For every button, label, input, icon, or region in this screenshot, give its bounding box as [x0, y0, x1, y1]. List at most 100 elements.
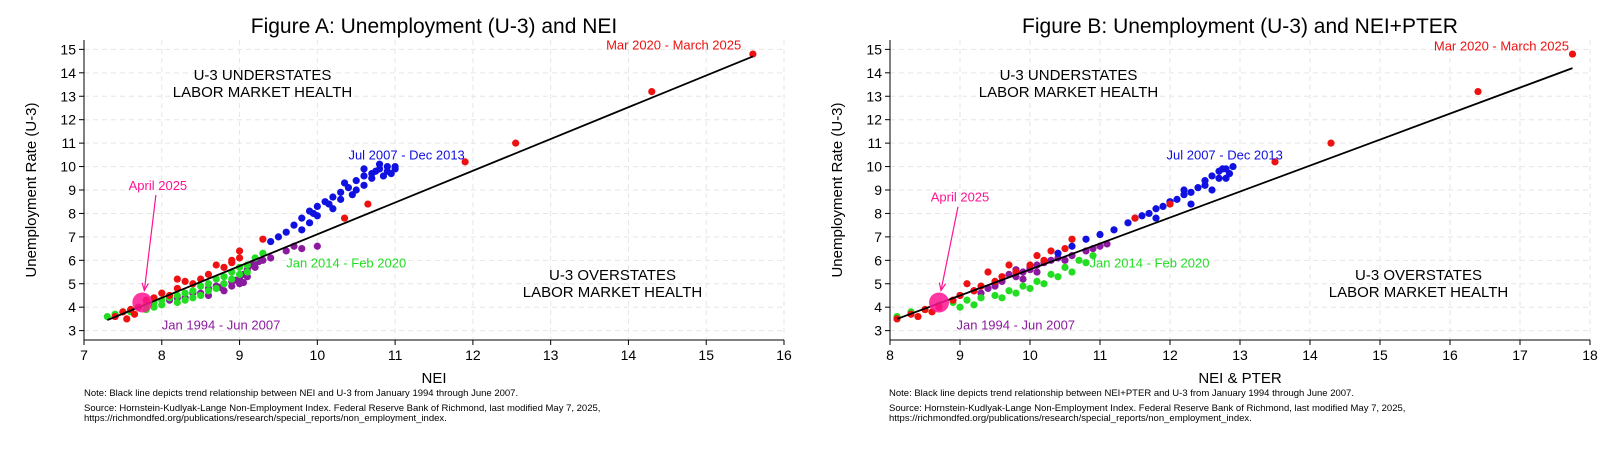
fig-a-point	[181, 289, 189, 297]
fig-a-point	[259, 235, 267, 243]
fig-a-point	[267, 254, 275, 262]
fig-b-point	[1026, 261, 1034, 269]
figure-b-source-line-1: Source: Hornstein-Kudlyak-Lange Non-Empl…	[889, 403, 1406, 414]
fig-a-region-label-overstates: U-3 OVERSTATES	[549, 267, 676, 284]
fig-a-point	[749, 50, 757, 58]
fig-a-point	[235, 247, 244, 255]
fig-b-x-tick-label: 15	[1372, 347, 1388, 363]
fig-a-point	[189, 294, 197, 302]
fig-b-point	[1173, 195, 1181, 203]
fig-a-point	[212, 261, 220, 269]
fig-a-x-tick-label: 14	[621, 347, 637, 363]
fig-a-point	[348, 191, 356, 199]
fig-b-x-tick-label: 11	[1093, 347, 1108, 363]
fig-b-point	[1054, 273, 1062, 281]
fig-b-point	[1166, 200, 1174, 208]
fig-b-point	[977, 294, 985, 302]
fig-a-point	[173, 291, 181, 300]
fig-b-point	[1033, 252, 1041, 260]
fig-a-y-tick-label: 3	[68, 323, 76, 339]
fig-b-region-label-overstates: U-3 OVERSTATES	[1355, 267, 1482, 284]
fig-b-point	[1012, 289, 1020, 297]
fig-a-point	[251, 263, 259, 271]
fig-a-point	[325, 200, 333, 208]
fig-b-region-label-understates: U-3 UNDERSTATES	[1000, 67, 1138, 84]
fig-a-x-tick-label: 8	[158, 347, 166, 363]
fig-b-point	[1082, 235, 1090, 243]
fig-b-highlight-point	[929, 292, 949, 313]
fig-b-point	[914, 312, 922, 321]
fig-a-point	[173, 275, 181, 283]
fig-b-y-tick-label: 4	[874, 299, 882, 315]
fig-b-y-tick-label: 12	[866, 112, 882, 128]
fig-a-y-tick-label: 15	[60, 41, 76, 57]
fig-a-point	[197, 291, 205, 300]
fig-b-point	[1215, 174, 1223, 182]
fig-a-point	[360, 165, 368, 173]
fig-b-point	[1218, 165, 1227, 173]
fig-a-point	[313, 242, 321, 250]
fig-a-point	[173, 298, 181, 307]
fig-b-y-tick-label: 7	[874, 229, 882, 245]
fig-a-point	[298, 214, 306, 222]
fig-b-point	[1033, 268, 1041, 276]
fig-b-point	[1068, 235, 1076, 243]
fig-b-x-tick-label: 10	[1022, 347, 1038, 363]
fig-b-point	[1474, 87, 1482, 96]
fig-a-series-label: Jan 1994 - Jun 2007	[162, 317, 281, 332]
fig-a-region-label-understates: U-3 UNDERSTATES	[194, 67, 332, 84]
figure-a-chart: 7 8 9 10 11 12 13 14 15 16 3 4 5 6 7 8 9 10 11 12 13 14 15 Figu…	[23, 15, 792, 385]
fig-a-point	[387, 169, 395, 178]
fig-b-point	[1075, 256, 1083, 264]
fig-a-point	[274, 233, 283, 241]
fig-a-point	[197, 282, 205, 290]
fig-a-y-tick-label: 5	[68, 276, 76, 292]
fig-b-point	[1152, 205, 1160, 213]
fig-a-point	[360, 172, 368, 180]
fig-b-point	[1124, 219, 1132, 227]
fig-a-point	[220, 280, 228, 288]
fig-b-point	[1159, 202, 1167, 211]
fig-b-point	[1222, 174, 1230, 182]
fig-a-point	[372, 167, 380, 175]
fig-a-trend-line	[106, 55, 754, 321]
fig-a-point	[360, 181, 368, 189]
fig-b-point	[1082, 259, 1090, 267]
fig-a-point	[103, 312, 111, 321]
fig-b-point	[1040, 256, 1048, 264]
fig-b-y-tick-label: 10	[866, 159, 882, 175]
fig-b-point	[1096, 230, 1104, 239]
fig-a-highlight-arrow	[143, 194, 157, 291]
fig-b-point	[991, 291, 999, 300]
fig-b-point	[1208, 186, 1216, 194]
fig-a-point	[337, 195, 345, 203]
fig-a-point	[340, 179, 349, 187]
fig-b-point	[1019, 282, 1027, 290]
fig-a-y-tick-label: 11	[61, 135, 76, 151]
fig-a-point	[309, 209, 318, 218]
fig-a-point	[340, 214, 349, 222]
fig-a-point	[150, 303, 158, 311]
fig-b-point	[1047, 247, 1055, 255]
fig-a-highlight-label: April 2025	[129, 178, 188, 193]
fig-a-point	[228, 256, 236, 264]
fig-b-point	[1138, 212, 1146, 220]
fig-a-point	[235, 254, 244, 262]
fig-b-point	[1068, 242, 1076, 250]
fig-b-point	[1187, 200, 1195, 208]
fig-b-point	[963, 296, 971, 304]
fig-a-point	[204, 280, 213, 288]
fig-a-point	[158, 301, 166, 309]
fig-a-x-tick-label: 15	[698, 347, 714, 363]
fig-b-point	[1194, 184, 1202, 192]
fig-b-point	[1026, 284, 1034, 293]
fig-b-highlight-arrowhead	[938, 282, 947, 293]
fig-b-point	[1229, 162, 1237, 171]
fig-a-point	[267, 237, 275, 246]
fig-b-y-tick-label: 15	[866, 41, 882, 57]
figure-a-source-line-1: Source: Hornstein-Kudlyak-Lange Non-Empl…	[84, 403, 601, 414]
fig-a-point	[220, 263, 228, 271]
fig-a-point	[130, 310, 139, 318]
fig-b-region-label-understates: LABOR MARKET HEALTH	[979, 84, 1159, 101]
